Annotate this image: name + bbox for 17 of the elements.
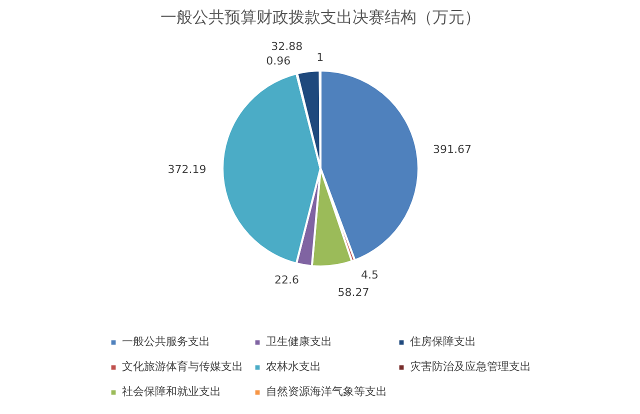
data-label: 0.96 <box>266 54 291 68</box>
data-label: 391.67 <box>432 143 472 156</box>
data-label: 372.19 <box>168 162 206 176</box>
chart-title: 一般公共预算财政拨款支出决赛结构（万元） <box>160 8 480 26</box>
data-label: 4.5 <box>361 268 379 282</box>
data-label: 1 <box>316 51 324 64</box>
legend-label: 社会保障和就业支出 <box>122 384 221 399</box>
legend-label: 一般公共服务支出 <box>122 334 210 349</box>
legend-label: 灾害防治及应急管理支出 <box>410 359 531 374</box>
data-label: 22.6 <box>274 273 299 286</box>
legend-label: 卫生健康支出 <box>266 334 332 349</box>
data-label: 58.27 <box>338 286 370 300</box>
legend-label: 农林水支出 <box>266 359 321 374</box>
legend-label: 住房保障支出 <box>410 334 476 349</box>
legend-label: 文化旅游体育与传媒支出 <box>122 359 243 374</box>
legend-label: 自然资源海洋气象等支出 <box>266 384 387 399</box>
data-label: 32.88 <box>271 40 303 53</box>
